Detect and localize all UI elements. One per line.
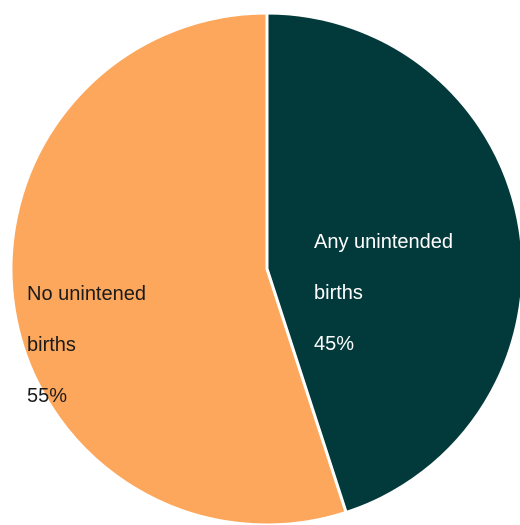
slice-percent-label: 55% [27,384,68,407]
slice-label-line1: No unintened [27,282,146,305]
slice-label-line1: Any unintended [314,230,454,253]
pie-slices [9,11,520,525]
slice-label-line2: births [314,281,363,304]
slice-label-line2: births [27,333,76,356]
slice-label-any-unintended-births: Any unintended births 45% [314,204,453,358]
slice-percent-label: 45% [314,332,355,355]
slice-label-no-unintened-births: No unintened births 55% [27,256,146,410]
pie-slice-no-unintened-births [9,11,348,525]
